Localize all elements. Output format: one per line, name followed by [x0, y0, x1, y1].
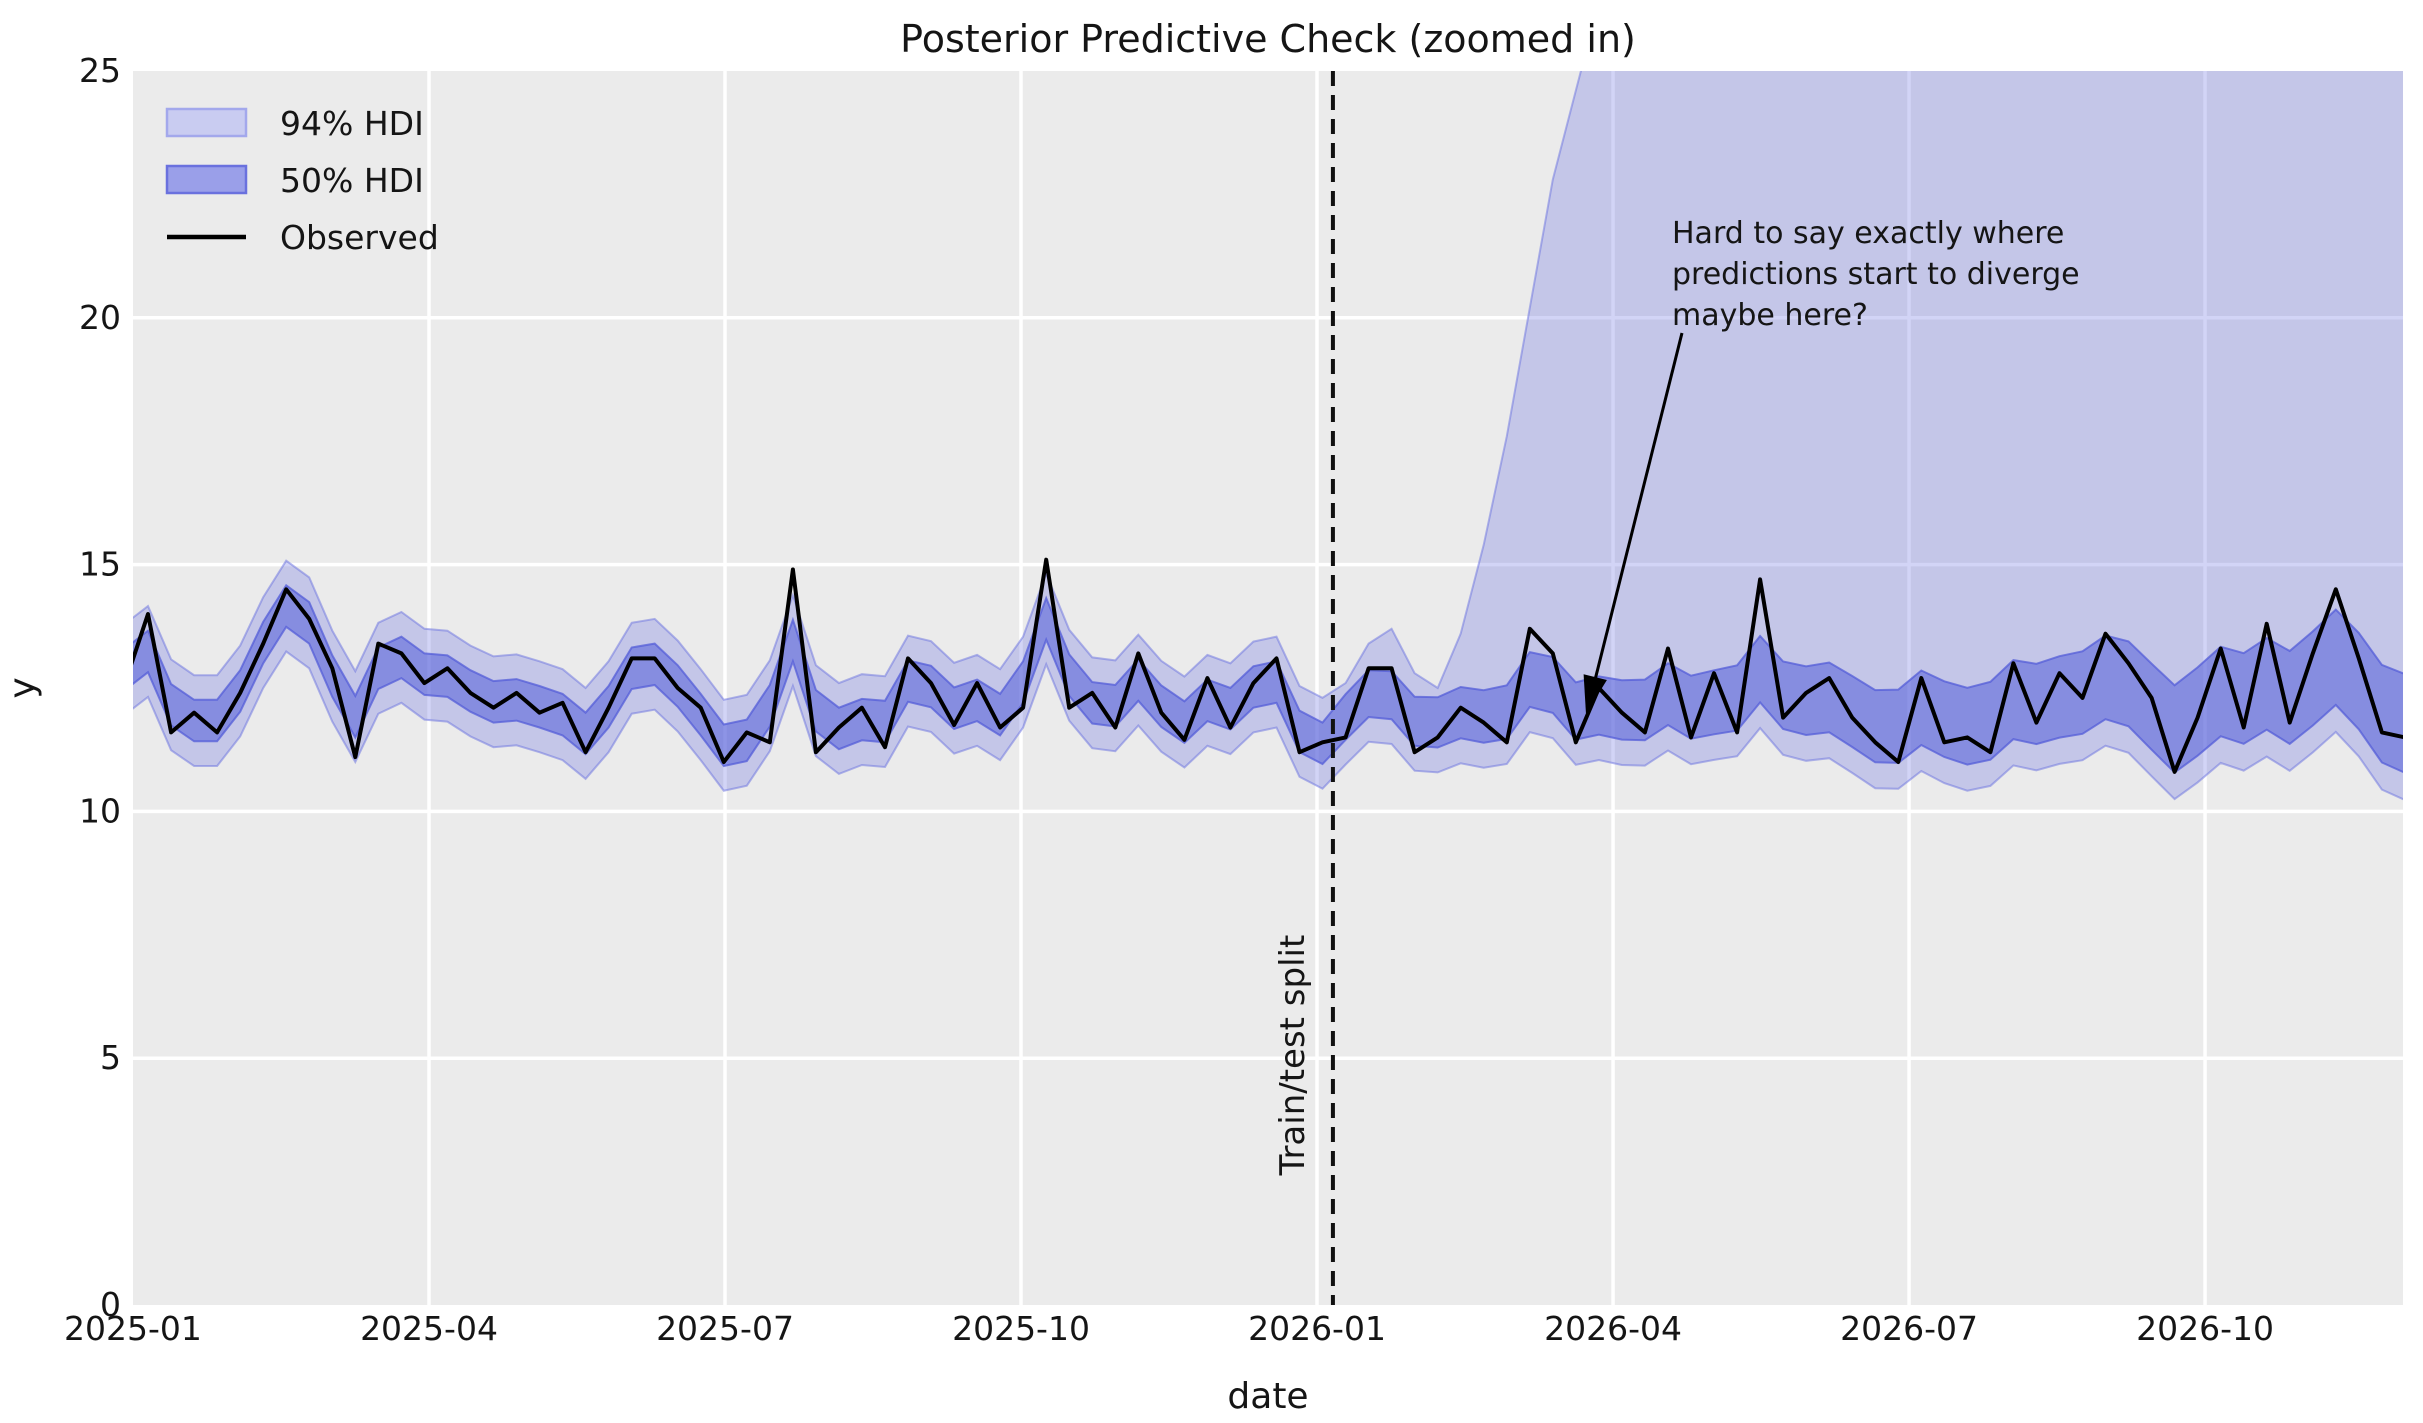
- hdi50-band: [133, 585, 2403, 773]
- y-tick-label: 15: [79, 545, 121, 584]
- x-tick-label: 2025-01: [64, 1309, 202, 1348]
- x-tick-label: 2026-10: [2136, 1309, 2274, 1348]
- annotation-text: Hard to say exactly where predictions st…: [1672, 216, 2080, 333]
- annotation-line-1: Hard to say exactly where: [1672, 216, 2064, 251]
- y-tick-label: 25: [79, 51, 121, 90]
- annotation-line-3: maybe here?: [1672, 298, 1868, 333]
- hdi94-lower-edge: [133, 650, 2403, 801]
- annotation-line-2: predictions start to diverge: [1672, 257, 2080, 292]
- y-axis-label: y: [2, 677, 43, 698]
- x-tick-labels: 2025-01 2025-04 2025-07 2025-10 2026-01 2026-…: [64, 1309, 2274, 1348]
- split-label: Train/test split: [1273, 935, 1313, 1177]
- x-tick-label: 2026-01: [1248, 1309, 1386, 1348]
- x-tick-label: 2025-04: [360, 1309, 498, 1348]
- hdi94-upper-edge: [133, 71, 1582, 701]
- legend-label-50-hdi: 50% HDI: [280, 161, 424, 200]
- annotation-arrow-shaft: [1593, 332, 1684, 681]
- legend-swatch-50-hdi: [165, 164, 248, 195]
- x-tick-label: 2026-04: [1544, 1309, 1682, 1348]
- series-layer: [133, 71, 2403, 801]
- x-axis-label: date: [1227, 1376, 1308, 1417]
- annotation-arrowhead: [1583, 674, 1607, 714]
- legend: 94% HDI 50% HDI Observed: [165, 104, 439, 257]
- hdi50-lower-edge: [133, 625, 2403, 774]
- y-tick-label: 20: [79, 298, 121, 337]
- hdi94-band: [133, 71, 2403, 800]
- x-tick-label: 2025-10: [952, 1309, 1090, 1348]
- hdi50-upper-edge: [133, 583, 2403, 726]
- legend-label-observed: Observed: [280, 218, 439, 257]
- y-tick-label: 5: [100, 1038, 121, 1077]
- observed-line: [133, 557, 2403, 774]
- y-tick-label: 10: [79, 791, 121, 830]
- y-tick-labels: 0 5 10 15 20 25: [79, 51, 121, 1324]
- x-tick-label: 2026-07: [1840, 1309, 1978, 1348]
- legend-label-94-hdi: 94% HDI: [280, 104, 424, 143]
- legend-swatch-94-hdi: [165, 107, 248, 138]
- y-tick-label: 0: [100, 1285, 121, 1324]
- annotation-arrow-layer: [1583, 332, 1684, 714]
- x-tick-label: 2025-07: [656, 1309, 794, 1348]
- chart-title: Posterior Predictive Check (zoomed in): [900, 17, 1636, 61]
